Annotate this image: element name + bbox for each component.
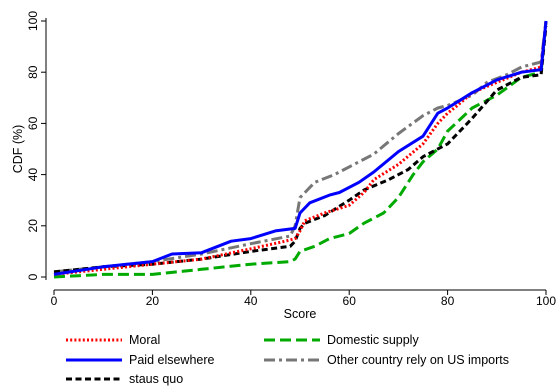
axes: 0 20 40 60 80 100 0 20 40 60 80 100 Score CDF (%): [11, 11, 556, 321]
series-line-domestic-supply: [53, 20, 548, 279]
series-line-paid-elsewhere: [53, 20, 548, 276]
y-tick-label: 80: [26, 65, 40, 79]
x-tick-label: 40: [244, 294, 258, 308]
x-tick-label: 20: [146, 294, 160, 308]
y-tick-label: 60: [26, 116, 40, 130]
x-axis-title: Score: [284, 307, 317, 321]
y-tick-label: 20: [26, 219, 40, 233]
x-tick-label: 100: [536, 294, 556, 308]
series-line-moral: [53, 20, 548, 276]
series-line-staus-quo: [53, 25, 548, 274]
y-tick-label: 40: [26, 168, 40, 182]
x-ticks: 0 20 40 60 80 100: [51, 290, 556, 308]
series-line-other-country-rely-on-us-imports: [53, 20, 548, 274]
legend: Moral Paid elsewhere staus quo Domestic sup…: [66, 333, 509, 386]
y-axis-title: CDF (%): [11, 125, 25, 174]
y-tick-label: 100: [26, 11, 40, 31]
x-tick-label: 60: [343, 294, 357, 308]
x-tick-label: 80: [441, 294, 455, 308]
y-ticks: 0 20 40 60 80 100: [26, 11, 46, 280]
x-tick-label: 0: [51, 294, 58, 308]
legend-label: staus quo: [129, 372, 183, 386]
series-lines: [53, 20, 548, 279]
legend-label: Other country rely on US imports: [327, 353, 509, 367]
y-tick-label: 0: [26, 273, 40, 280]
legend-label: Domestic supply: [327, 333, 419, 347]
legend-label: Paid elsewhere: [129, 353, 215, 367]
legend-label: Moral: [129, 333, 160, 347]
